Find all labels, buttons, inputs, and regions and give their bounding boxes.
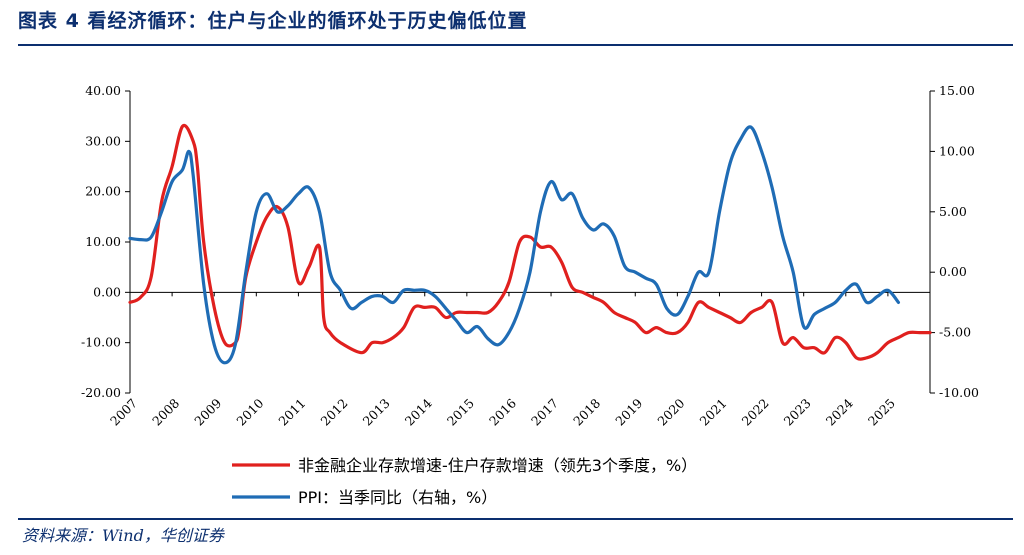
source-note: 资料来源：Wind，华创证券 [22, 526, 224, 545]
x-tick-label: 2015 [444, 396, 477, 429]
left-tick-label: -10.00 [81, 335, 121, 350]
figure-title: 图表 4 看经济循环：住户与企业的循环处于历史偏低位置 [18, 10, 528, 32]
x-tick-label: 2019 [612, 395, 645, 428]
left-tick-label: 40.00 [85, 83, 121, 98]
left-tick-label: 0.00 [93, 284, 121, 299]
legend-label-deposit-spread: 非金融企业存款增速-住户存款增速（领先3个季度，%） [298, 456, 697, 475]
line-chart: 40.00 30.00 20.00 10.00 0.00 -10.00 -20.00 15.0… [81, 83, 979, 507]
right-tick-label: -10.00 [939, 385, 979, 400]
x-tick-label: 2012 [318, 396, 351, 429]
right-tick-label: 15.00 [939, 83, 975, 98]
left-tick-label: 10.00 [85, 234, 121, 249]
x-tick-label: 2014 [402, 395, 435, 428]
left-tick-label: 30.00 [85, 133, 121, 148]
x-tick-label: 2010 [233, 395, 266, 428]
x-tick-label: 2023 [781, 395, 814, 428]
left-tick-label: 20.00 [85, 184, 121, 199]
x-tick-label: 2022 [739, 396, 772, 429]
title-rule [18, 44, 1013, 46]
x-tick-label: 2021 [696, 396, 729, 429]
right-tick-label: -5.00 [939, 325, 971, 340]
x-tick-label: 2008 [149, 395, 182, 428]
x-tick-label: 2016 [486, 395, 519, 428]
x-tick-label: 2020 [654, 395, 687, 428]
x-tick-label: 2007 [107, 395, 140, 428]
x-tick-label: 2011 [275, 396, 308, 429]
series-line-ppi [128, 125, 900, 365]
right-tick-label: 10.00 [939, 143, 975, 158]
x-tick-label: 2009 [191, 395, 224, 428]
legend-label-ppi: PPI：当季同比（右轴，%） [298, 488, 497, 507]
x-tick-label: 2018 [570, 395, 603, 428]
footer-rule [18, 518, 1013, 520]
x-tick-label: 2025 [865, 396, 898, 429]
x-tick-label: 2017 [528, 395, 561, 428]
x-tick-label: 2013 [360, 395, 393, 428]
left-tick-label: -20.00 [81, 385, 121, 400]
right-tick-label: 0.00 [939, 264, 967, 279]
right-tick-label: 5.00 [939, 204, 967, 219]
x-tick-label: 2024 [823, 395, 856, 428]
